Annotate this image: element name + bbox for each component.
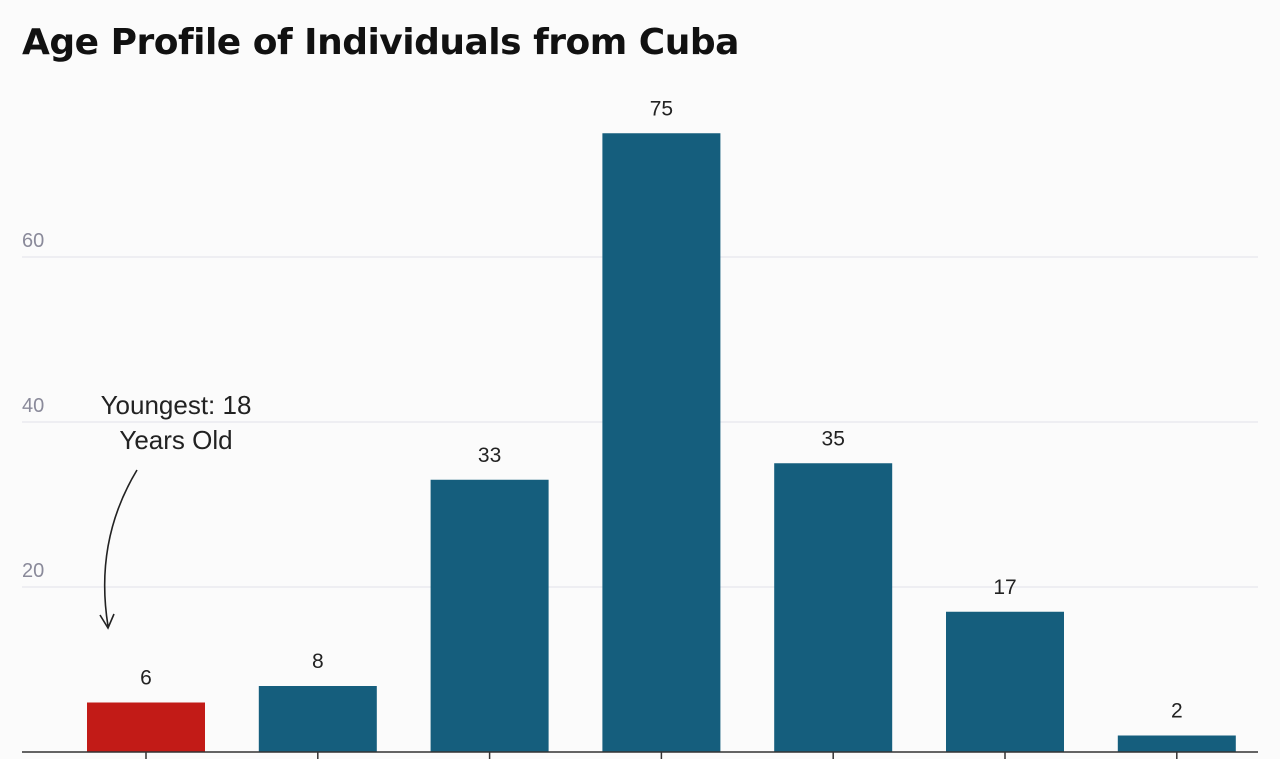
annotation-line-1: Youngest: 18	[101, 390, 252, 420]
bar	[602, 133, 720, 752]
annotation-arrow	[105, 470, 137, 626]
bar	[259, 686, 377, 752]
bar	[774, 463, 892, 752]
annotation-line-2: Years Old	[119, 425, 232, 455]
bar-value-label: 6	[140, 667, 152, 690]
bar-value-label: 35	[822, 427, 845, 450]
bar-value-label: 33	[478, 444, 501, 467]
bar	[1118, 736, 1236, 753]
bar	[431, 480, 549, 752]
bar-value-label: 8	[312, 650, 324, 673]
bar	[946, 612, 1064, 752]
bar-value-label: 75	[650, 97, 673, 120]
y-tick-label: 20	[22, 560, 44, 582]
y-tick-label: 60	[22, 230, 44, 252]
bars	[87, 133, 1236, 752]
x-axis	[22, 752, 1258, 759]
bar-value-label: 17	[993, 576, 1016, 599]
bar-value-label: 2	[1171, 700, 1183, 723]
y-tick-label: 40	[22, 395, 44, 417]
bar-chart: 20 40 60 6 8 33 75 35 17 2 Youngest: 18 Years Ol…	[0, 0, 1280, 759]
bar-highlight	[87, 703, 205, 753]
annotation: Youngest: 18 Years Old	[100, 390, 251, 628]
